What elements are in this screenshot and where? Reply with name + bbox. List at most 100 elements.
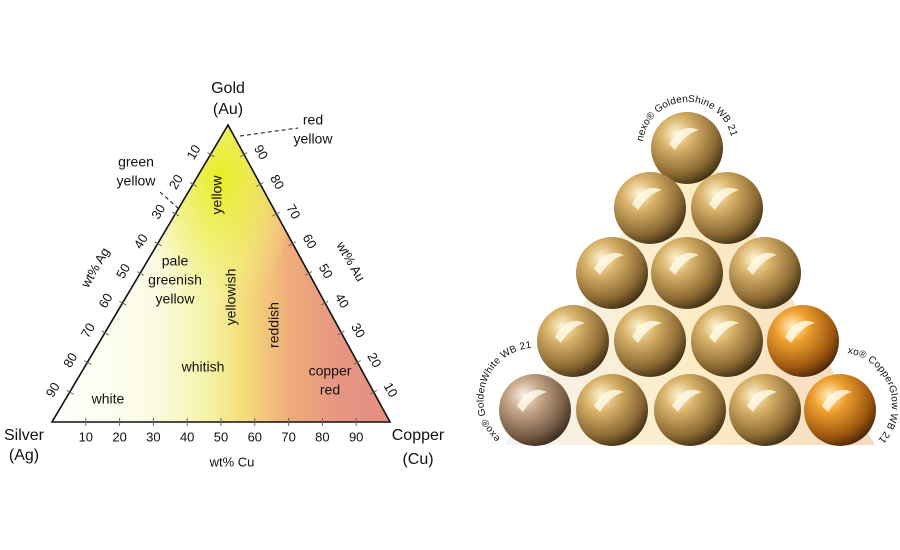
axis-title: wt% Au bbox=[333, 238, 368, 284]
region-label: white bbox=[91, 391, 125, 407]
tick-mark bbox=[272, 211, 280, 217]
sphere-highlight bbox=[822, 389, 852, 412]
region-label: greenish bbox=[148, 272, 202, 288]
tick-label: 70 bbox=[78, 320, 98, 340]
sphere-highlight bbox=[672, 389, 702, 412]
region-label: yellow bbox=[209, 175, 225, 215]
region-label: yellow bbox=[117, 173, 157, 189]
tick-label: 90 bbox=[251, 142, 271, 162]
tick-label: 10 bbox=[183, 142, 203, 162]
tick-label: 50 bbox=[113, 261, 133, 281]
sample-sphere bbox=[614, 172, 686, 244]
sample-sphere bbox=[729, 374, 801, 446]
vertex-symbol: (Ag) bbox=[9, 447, 39, 464]
tick-label: 30 bbox=[348, 320, 368, 340]
sample-sphere bbox=[537, 305, 609, 377]
sphere-highlight bbox=[747, 252, 777, 275]
tick-mark bbox=[83, 360, 92, 366]
region-label: whitish bbox=[181, 359, 225, 375]
sphere-highlight bbox=[669, 127, 699, 150]
tick-label: 60 bbox=[248, 429, 262, 444]
sample-sphere bbox=[499, 374, 571, 446]
tick-mark bbox=[189, 181, 198, 187]
sample-label: Zenexo® GoldenShine WB 21 YY bbox=[0, 0, 740, 142]
sphere-highlight bbox=[709, 187, 739, 210]
tick-label: 30 bbox=[148, 202, 168, 222]
tick-mark bbox=[288, 241, 297, 247]
tick-mark bbox=[239, 152, 248, 158]
tick-mark bbox=[369, 389, 378, 395]
tick-label: 50 bbox=[214, 429, 228, 444]
leader bbox=[159, 191, 181, 211]
sample-sphere bbox=[651, 112, 723, 184]
tick-label: 50 bbox=[316, 261, 336, 281]
sphere-highlight bbox=[785, 320, 815, 343]
tick-label: 10 bbox=[381, 380, 401, 400]
sphere-highlight bbox=[747, 389, 777, 412]
sample-sphere bbox=[576, 374, 648, 446]
tick-mark bbox=[66, 389, 74, 395]
tick-mark bbox=[304, 271, 313, 276]
region-label: red bbox=[303, 112, 323, 128]
region-label: red bbox=[320, 382, 340, 398]
region-label: pale bbox=[162, 253, 189, 269]
tick-mark bbox=[353, 360, 361, 366]
tick-mark bbox=[136, 271, 145, 276]
tick-label: 20 bbox=[364, 350, 384, 370]
tick-label: 80 bbox=[315, 429, 329, 444]
tick-mark bbox=[256, 181, 264, 187]
tick-mark bbox=[337, 330, 345, 336]
region-label: yellow bbox=[156, 291, 196, 307]
tick-label: 70 bbox=[281, 429, 295, 444]
sample-label-path: Zenexo® GoldenShine WB 21 YY bbox=[0, 0, 740, 142]
tick-label: 60 bbox=[300, 231, 320, 251]
tick-label: 60 bbox=[95, 291, 115, 311]
tick-label: 40 bbox=[131, 231, 151, 251]
tick-label: 40 bbox=[332, 291, 352, 311]
tick-mark bbox=[320, 300, 329, 306]
tick-label: 10 bbox=[79, 429, 93, 444]
sphere-highlight bbox=[632, 320, 662, 343]
sample-sphere bbox=[651, 237, 723, 309]
tick-label: 20 bbox=[112, 429, 126, 444]
tick-label: 90 bbox=[349, 429, 363, 444]
sample-sphere bbox=[654, 374, 726, 446]
sample-sphere bbox=[691, 172, 763, 244]
sphere-highlight bbox=[594, 252, 624, 275]
vertex-symbol: (Cu) bbox=[402, 451, 433, 468]
sample-sphere bbox=[576, 237, 648, 309]
sphere-highlight bbox=[669, 252, 699, 275]
tick-label: 40 bbox=[180, 429, 194, 444]
vertex-name: Copper bbox=[392, 427, 445, 444]
sample-sphere bbox=[804, 374, 876, 446]
sample-sphere bbox=[729, 237, 801, 309]
tick-label: 30 bbox=[146, 429, 160, 444]
tick-label: 20 bbox=[166, 172, 186, 192]
region-label: yellow bbox=[294, 131, 334, 147]
vertex-name: Silver bbox=[4, 427, 45, 444]
sample-sphere bbox=[614, 305, 686, 377]
sample-sphere bbox=[691, 305, 763, 377]
sample-sphere bbox=[767, 305, 839, 377]
sphere-highlight bbox=[555, 320, 585, 343]
axis-title: wt% Ag bbox=[77, 245, 112, 291]
sphere-highlight bbox=[594, 389, 624, 412]
tick-mark bbox=[101, 330, 110, 336]
vertex-symbol: (Au) bbox=[213, 101, 243, 118]
sphere-highlight bbox=[709, 320, 739, 343]
tick-mark bbox=[171, 211, 180, 217]
tick-label: 70 bbox=[283, 202, 303, 222]
vertex-name: Gold bbox=[211, 80, 245, 97]
axis-title: wt% Cu bbox=[209, 454, 255, 469]
sphere-highlight bbox=[632, 187, 662, 210]
tick-mark bbox=[154, 241, 162, 247]
tick-mark bbox=[119, 300, 127, 306]
region-label: copper bbox=[309, 363, 352, 379]
tick-label: 80 bbox=[267, 172, 287, 192]
region-label: reddish bbox=[266, 302, 282, 348]
region-label: green bbox=[118, 154, 154, 170]
leader bbox=[239, 127, 299, 137]
sphere-highlight bbox=[517, 389, 547, 412]
region-label: yellowish bbox=[223, 269, 239, 326]
